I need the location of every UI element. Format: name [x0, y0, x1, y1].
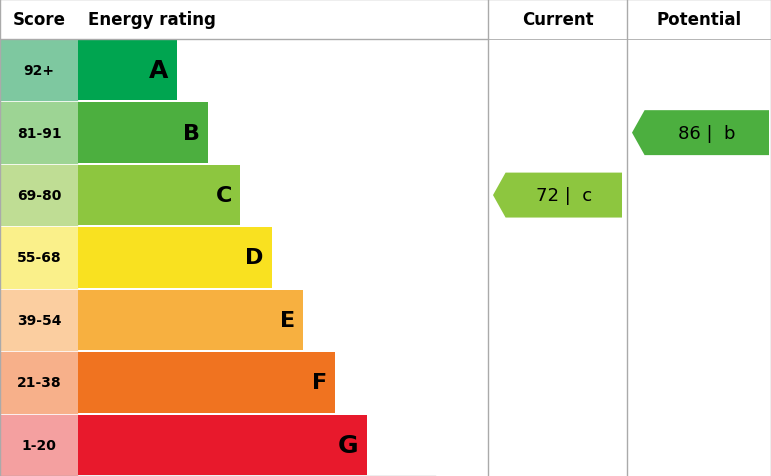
- Bar: [0, 414, 78, 476]
- Text: 72 |  c: 72 | c: [536, 187, 592, 205]
- Bar: [0, 227, 78, 289]
- Bar: [0, 351, 78, 414]
- Text: 86 |  b: 86 | b: [678, 124, 736, 142]
- Text: Score: Score: [12, 11, 66, 29]
- Bar: [78, 166, 240, 226]
- Text: 21-38: 21-38: [17, 376, 62, 389]
- Polygon shape: [632, 111, 769, 156]
- Text: Energy rating: Energy rating: [88, 11, 216, 29]
- Bar: [78, 41, 177, 101]
- Bar: [78, 228, 271, 288]
- Text: 39-54: 39-54: [17, 313, 61, 327]
- Bar: [78, 290, 303, 350]
- Text: 92+: 92+: [23, 64, 55, 78]
- Text: F: F: [311, 373, 327, 393]
- Text: G: G: [338, 433, 359, 457]
- Text: 55-68: 55-68: [17, 251, 62, 265]
- Text: E: E: [280, 310, 295, 330]
- Polygon shape: [493, 173, 622, 218]
- Text: B: B: [183, 123, 200, 143]
- Bar: [78, 103, 208, 164]
- Bar: [78, 352, 335, 413]
- Text: Current: Current: [522, 11, 594, 29]
- Text: A: A: [149, 59, 169, 83]
- Bar: [0, 102, 78, 165]
- Bar: [0, 289, 78, 351]
- Bar: [78, 415, 367, 475]
- Text: D: D: [245, 248, 264, 268]
- Text: 69-80: 69-80: [17, 188, 61, 203]
- Text: 1-20: 1-20: [22, 438, 56, 452]
- Text: 81-91: 81-91: [17, 126, 62, 140]
- Bar: [0, 40, 78, 102]
- Bar: [0, 165, 78, 227]
- Text: C: C: [216, 186, 232, 206]
- Text: Potential: Potential: [656, 11, 742, 29]
